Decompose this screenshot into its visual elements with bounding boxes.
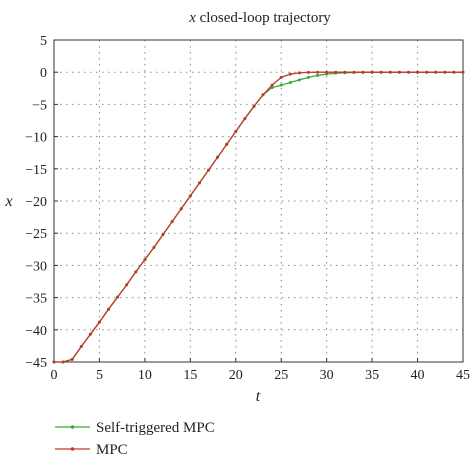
data-point bbox=[125, 283, 129, 287]
data-point bbox=[461, 70, 465, 74]
data-point bbox=[443, 70, 447, 74]
y-tick-label: −40 bbox=[25, 324, 47, 339]
x-tick-label: 30 bbox=[320, 368, 334, 383]
data-point bbox=[297, 71, 301, 75]
data-point bbox=[207, 168, 211, 172]
data-point bbox=[316, 70, 320, 74]
data-point bbox=[325, 70, 329, 74]
y-axis-label: x bbox=[4, 193, 12, 210]
x-tick-label: 0 bbox=[51, 368, 58, 383]
data-point bbox=[188, 194, 192, 198]
data-point bbox=[288, 81, 292, 85]
data-point bbox=[170, 220, 174, 224]
data-point bbox=[416, 70, 420, 74]
x-tick-label: 15 bbox=[183, 368, 197, 383]
data-point bbox=[97, 320, 101, 324]
grid bbox=[54, 40, 463, 362]
series-1 bbox=[52, 70, 465, 364]
legend-label: Self-triggered MPC bbox=[96, 420, 215, 436]
series-line bbox=[54, 71, 463, 363]
data-point bbox=[270, 83, 274, 87]
data-point bbox=[134, 270, 138, 274]
y-tick-label: −20 bbox=[25, 195, 47, 210]
data-point bbox=[279, 83, 283, 87]
data-point bbox=[352, 70, 356, 74]
data-point bbox=[316, 73, 320, 77]
y-tick-label: −5 bbox=[32, 98, 47, 113]
data-point bbox=[116, 295, 120, 299]
data-point bbox=[279, 75, 283, 79]
y-tick-label: −45 bbox=[25, 356, 47, 371]
legend-label: MPC bbox=[96, 442, 128, 458]
data-point bbox=[306, 75, 310, 79]
data-point bbox=[397, 70, 401, 74]
legend-marker bbox=[70, 425, 75, 429]
data-point bbox=[361, 70, 365, 74]
series-0 bbox=[52, 70, 465, 364]
data-point bbox=[243, 117, 247, 121]
data-point bbox=[161, 232, 165, 236]
data-point bbox=[179, 207, 183, 211]
tick-labels: 0 5 10 15 20 25 30 35 40 4550−5−10−15−20−25−30−35… bbox=[25, 34, 470, 383]
x-tick-label: 20 bbox=[229, 368, 243, 383]
data-point bbox=[343, 70, 347, 74]
data-point bbox=[197, 181, 201, 185]
data-point bbox=[406, 70, 410, 74]
data-point bbox=[452, 70, 456, 74]
x-tick-label: 10 bbox=[138, 368, 152, 383]
data-point bbox=[334, 70, 338, 74]
y-tick-label: −25 bbox=[25, 227, 47, 242]
data-point bbox=[79, 345, 83, 349]
data-point bbox=[270, 86, 274, 90]
y-tick-label: 0 bbox=[40, 66, 47, 81]
x-tick-label: 40 bbox=[411, 368, 425, 383]
data-point bbox=[434, 70, 438, 74]
data-point bbox=[252, 104, 256, 108]
data-point bbox=[379, 70, 383, 74]
data-point bbox=[152, 245, 156, 249]
legend: Self-triggered MPC MPC bbox=[55, 420, 215, 458]
x-axis-label: t bbox=[256, 388, 261, 405]
data-point bbox=[288, 72, 292, 76]
chart-title: x closed-loop trajectory bbox=[188, 10, 331, 26]
x-tick-label: 5 bbox=[96, 368, 103, 383]
legend-marker bbox=[70, 447, 75, 451]
y-tick-label: −10 bbox=[25, 131, 47, 146]
y-tick-label: 5 bbox=[40, 34, 47, 49]
data-point bbox=[225, 142, 229, 146]
chart-title-rest: closed-loop trajectory bbox=[196, 10, 331, 26]
data-point bbox=[388, 70, 392, 74]
data-point bbox=[306, 70, 310, 74]
y-tick-label: −30 bbox=[25, 259, 47, 274]
data-point bbox=[425, 70, 429, 74]
series-group bbox=[52, 70, 465, 364]
y-tick-label: −35 bbox=[25, 292, 47, 307]
data-point bbox=[61, 360, 65, 364]
x-tick-label: 35 bbox=[365, 368, 379, 383]
data-point bbox=[297, 78, 301, 82]
data-point bbox=[370, 70, 374, 74]
data-point bbox=[143, 258, 147, 262]
series-line bbox=[54, 71, 463, 363]
data-point bbox=[52, 360, 56, 364]
x-tick-label: 45 bbox=[456, 368, 470, 383]
data-point bbox=[70, 357, 74, 361]
data-point bbox=[107, 307, 111, 311]
data-point bbox=[216, 155, 220, 159]
data-point bbox=[88, 332, 92, 336]
chart-title-var: x bbox=[188, 10, 196, 26]
data-point bbox=[234, 129, 238, 133]
data-point bbox=[261, 93, 265, 97]
x-tick-label: 25 bbox=[274, 368, 288, 383]
y-tick-label: −15 bbox=[25, 163, 47, 178]
